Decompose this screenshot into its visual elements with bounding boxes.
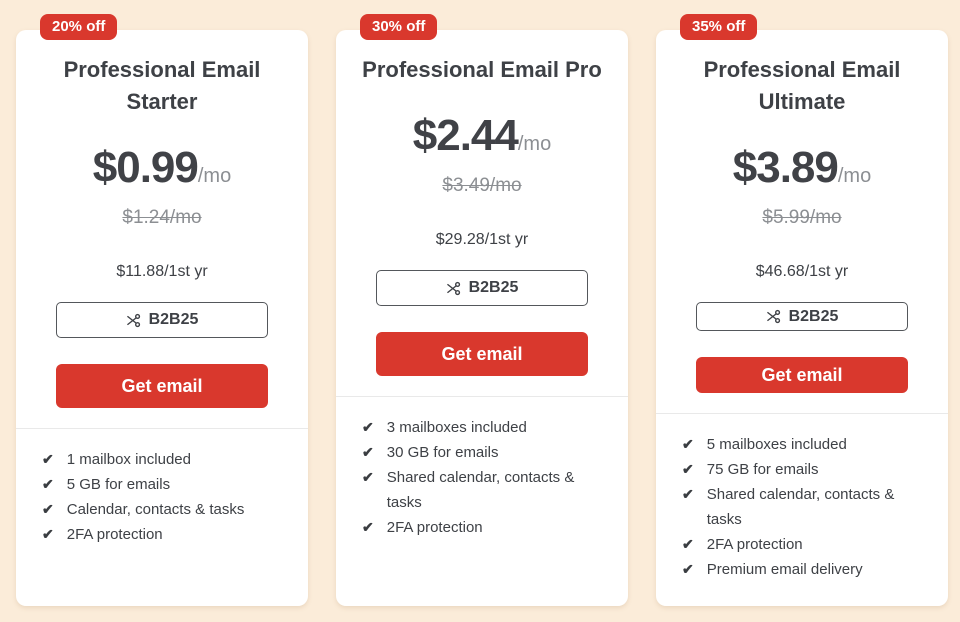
billing-period: /mo [517, 133, 552, 155]
scissors-icon [446, 281, 461, 296]
divider [656, 413, 948, 414]
feature-label: 75 GB for emails [706, 461, 819, 478]
feature-list: ✔ 1 mailbox included ✔ 5 GB for emails ✔ Ca… [16, 429, 308, 571]
check-icon: ✔ [362, 469, 374, 485]
check-icon: ✔ [42, 451, 54, 467]
feature-item: ✔ 2FA protection [42, 522, 284, 547]
pricing-card-starter: 20% off Professional Email Starter $0.99… [16, 14, 308, 606]
coupon-code-label: B2B25 [468, 279, 519, 296]
coupon-code-box[interactable]: B2B25 [696, 302, 908, 332]
billing-period: /mo [837, 165, 872, 187]
current-price: $2.44 [412, 111, 519, 160]
discount-badge: 30% off [360, 14, 438, 40]
feature-label: 2FA protection [66, 526, 163, 543]
feature-item: ✔ Shared calendar, contacts & tasks [362, 465, 604, 515]
divider [336, 396, 628, 397]
feature-label: Shared calendar, contacts & tasks [706, 486, 895, 528]
feature-item: ✔ Premium email delivery [682, 557, 924, 582]
first-year-price: $29.28/1st yr [435, 231, 529, 248]
coupon-code-label: B2B25 [148, 311, 199, 328]
feature-item: ✔ 30 GB for emails [362, 440, 604, 465]
price-row: $2.44/mo [336, 110, 628, 172]
feature-item: ✔ 5 GB for emails [42, 472, 284, 497]
old-price: $1.24/mo [122, 207, 202, 228]
feature-label: 30 GB for emails [386, 444, 499, 461]
feature-item: ✔ 5 mailboxes included [682, 432, 924, 457]
coupon-code-label: B2B25 [788, 307, 839, 325]
billing-period: /mo [197, 165, 232, 187]
discount-badge: 20% off [40, 14, 118, 40]
feature-item: ✔ 1 mailbox included [42, 447, 284, 472]
get-email-button[interactable]: Get email [56, 364, 268, 408]
check-icon: ✔ [682, 461, 694, 477]
feature-item: ✔ 3 mailboxes included [362, 415, 604, 440]
discount-badge: 35% off [680, 14, 758, 40]
check-icon: ✔ [682, 486, 694, 502]
check-icon: ✔ [682, 561, 694, 577]
pricing-card-pro: 30% off Professional Email Pro $2.44/mo … [336, 14, 628, 606]
feature-item: ✔ Shared calendar, contacts & tasks [682, 482, 924, 532]
feature-label: Calendar, contacts & tasks [66, 501, 245, 518]
feature-label: Premium email delivery [706, 561, 863, 578]
feature-list: ✔ 3 mailboxes included ✔ 30 GB for emails … [336, 397, 628, 564]
current-price: $3.89 [732, 143, 839, 192]
feature-item: ✔ 75 GB for emails [682, 457, 924, 482]
feature-label: 5 GB for emails [66, 476, 171, 493]
current-price: $0.99 [92, 143, 199, 192]
get-email-button[interactable]: Get email [376, 332, 588, 376]
scissors-icon [126, 313, 141, 328]
pricing-card-ultimate: 35% off Professional Email Ultimate $3.8… [656, 14, 948, 606]
plan-title: Professional Email Ultimate [703, 57, 901, 114]
coupon-code-box[interactable]: B2B25 [376, 270, 588, 306]
check-icon: ✔ [362, 419, 374, 435]
old-price: $5.99/mo [762, 207, 842, 228]
check-icon: ✔ [682, 436, 694, 452]
feature-label: 1 mailbox included [66, 451, 191, 468]
plan-title: Professional Email Pro [362, 57, 602, 82]
check-icon: ✔ [362, 444, 374, 460]
scissors-icon [766, 309, 781, 324]
feature-label: Shared calendar, contacts & tasks [386, 469, 575, 511]
get-email-button[interactable]: Get email [696, 357, 908, 393]
price-row: $0.99/mo [16, 142, 308, 204]
feature-label: 2FA protection [706, 536, 803, 553]
check-icon: ✔ [42, 501, 54, 517]
divider [16, 428, 308, 429]
check-icon: ✔ [362, 519, 374, 535]
old-price: $3.49/mo [442, 175, 522, 196]
check-icon: ✔ [682, 536, 694, 552]
feature-item: ✔ 2FA protection [362, 515, 604, 540]
feature-label: 2FA protection [386, 519, 483, 536]
feature-label: 3 mailboxes included [386, 419, 527, 436]
coupon-code-box[interactable]: B2B25 [56, 302, 268, 338]
plan-title: Professional Email Starter [63, 57, 261, 114]
first-year-price: $46.68/1st yr [755, 263, 849, 280]
feature-item: ✔ Calendar, contacts & tasks [42, 497, 284, 522]
first-year-price: $11.88/1st yr [116, 263, 208, 280]
feature-label: 5 mailboxes included [706, 436, 847, 453]
price-row: $3.89/mo [656, 142, 948, 204]
check-icon: ✔ [42, 476, 54, 492]
feature-list: ✔ 5 mailboxes included ✔ 75 GB for emails … [656, 414, 948, 606]
check-icon: ✔ [42, 526, 54, 542]
feature-item: ✔ 2FA protection [682, 532, 924, 557]
